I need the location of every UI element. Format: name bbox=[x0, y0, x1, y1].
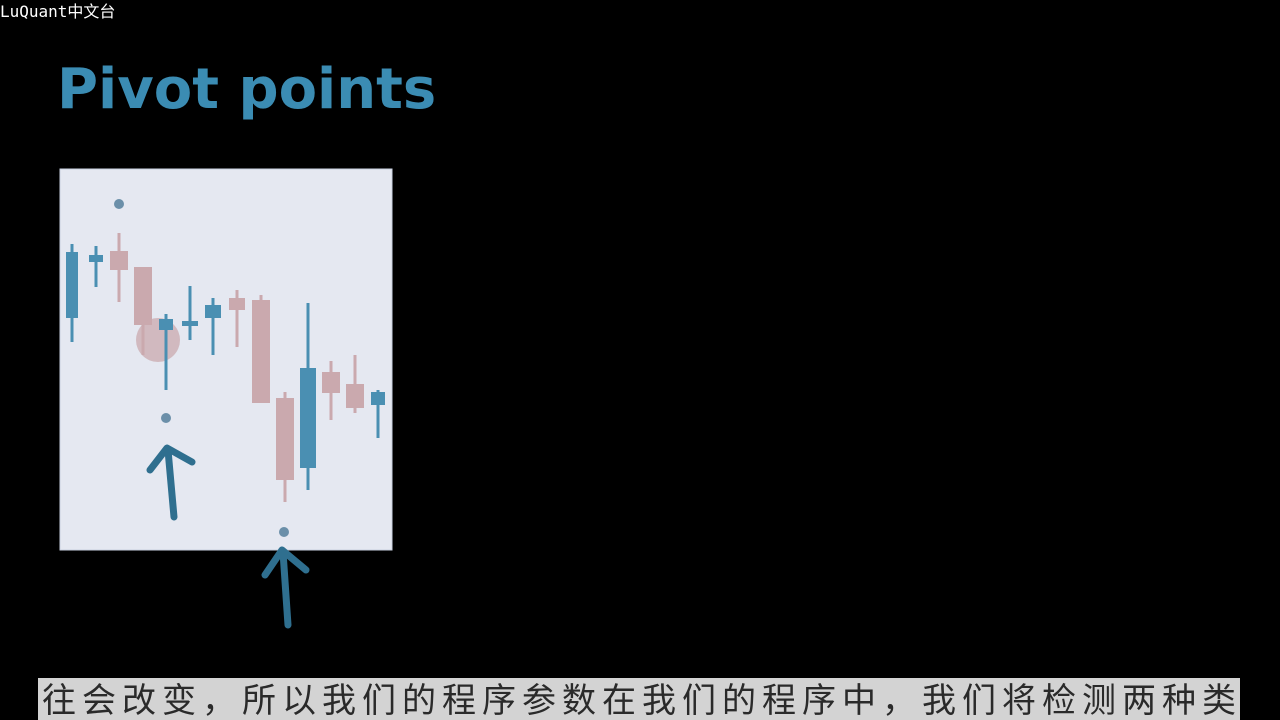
arrow bbox=[146, 444, 196, 521]
candle bbox=[300, 303, 316, 490]
pivot-dot bbox=[279, 527, 289, 537]
candle bbox=[182, 286, 198, 340]
pivot-dot bbox=[114, 199, 124, 209]
arrows bbox=[146, 444, 310, 629]
watermark: LuQuant中文台 bbox=[0, 2, 115, 21]
candle bbox=[159, 314, 173, 390]
candle bbox=[322, 361, 340, 420]
subtitle-band bbox=[38, 678, 1240, 720]
candle bbox=[89, 246, 103, 287]
candlestick-image bbox=[59, 168, 393, 551]
highlight bbox=[136, 318, 180, 362]
image-frame bbox=[59, 168, 393, 551]
arrow bbox=[261, 546, 310, 629]
candle bbox=[346, 355, 364, 413]
candle bbox=[205, 298, 221, 355]
candle bbox=[276, 392, 294, 502]
candles bbox=[66, 233, 385, 502]
candle bbox=[371, 390, 385, 438]
pivot-dot bbox=[161, 413, 171, 423]
slide-title: Pivot points bbox=[57, 57, 436, 122]
candle bbox=[110, 233, 128, 302]
candle bbox=[252, 295, 270, 403]
candle bbox=[66, 244, 78, 342]
candle bbox=[229, 290, 245, 347]
